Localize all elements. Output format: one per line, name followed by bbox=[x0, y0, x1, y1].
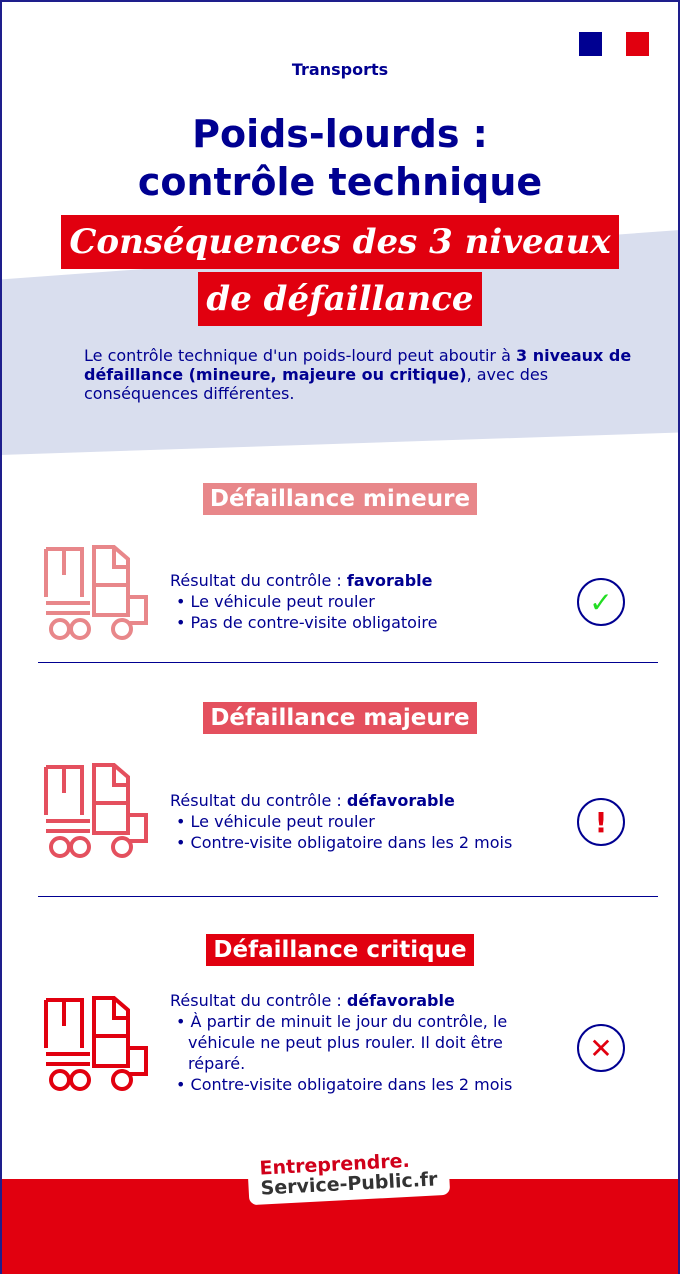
status-symbol: ! bbox=[594, 805, 608, 839]
page-title: Poids-lourds : contrôle technique bbox=[0, 110, 680, 206]
result-label: Résultat du contrôle : bbox=[170, 791, 347, 810]
result-block: Résultat du contrôle : défavorable À par… bbox=[170, 990, 560, 1095]
section-heading-text: Défaillance majeure bbox=[203, 702, 477, 734]
bullet-list: Le véhicule peut roulerContre-visite obl… bbox=[170, 811, 560, 853]
result-line: Résultat du contrôle : défavorable bbox=[170, 790, 560, 811]
result-value: défavorable bbox=[346, 991, 455, 1010]
section-divider bbox=[38, 662, 658, 663]
entreprendre-logo[interactable]: Entreprendre. Service-Public.fr bbox=[246, 1142, 451, 1206]
bullet-item: Le véhicule peut rouler bbox=[170, 591, 560, 612]
result-block: Résultat du contrôle : favorable Le véhi… bbox=[170, 570, 560, 633]
section-heading: Défaillance majeure bbox=[0, 702, 680, 734]
section-divider bbox=[38, 896, 658, 897]
check-icon: ✓ bbox=[577, 578, 625, 626]
truck-icon bbox=[44, 763, 148, 858]
highlight-line-1: Conséquences des 3 niveaux bbox=[0, 215, 680, 269]
section-heading-text: Défaillance mineure bbox=[202, 483, 478, 515]
intro-part1: Le contrôle technique d'un poids-lourd p… bbox=[84, 346, 516, 365]
result-label: Résultat du contrôle : bbox=[170, 571, 347, 590]
result-block: Résultat du contrôle : défavorable Le vé… bbox=[170, 790, 560, 853]
result-value: défavorable bbox=[346, 791, 455, 810]
status-symbol: ✓ bbox=[589, 585, 613, 619]
bullet-item: Pas de contre-visite obligatoire bbox=[170, 612, 560, 633]
highlight-text-1: Conséquences des 3 niveaux bbox=[61, 215, 619, 269]
highlight-line-2: de défaillance bbox=[0, 272, 680, 326]
cross-icon: ✕ bbox=[577, 1024, 625, 1072]
bullet-item: À partir de minuit le jour du contrôle, … bbox=[170, 1011, 560, 1074]
bullet-item: Contre-visite obligatoire dans les 2 moi… bbox=[170, 832, 560, 853]
highlight-text-2: de défaillance bbox=[198, 272, 482, 326]
bullet-item: Le véhicule peut rouler bbox=[170, 811, 560, 832]
result-line: Résultat du contrôle : favorable bbox=[170, 570, 560, 591]
bullet-item: Contre-visite obligatoire dans les 2 moi… bbox=[170, 1074, 560, 1095]
result-label: Résultat du contrôle : bbox=[170, 991, 347, 1010]
result-value: favorable bbox=[346, 571, 433, 590]
category-label: Transports bbox=[291, 60, 389, 79]
title-line-2: contrôle technique bbox=[137, 160, 543, 204]
bullet-list: À partir de minuit le jour du contrôle, … bbox=[170, 1011, 560, 1095]
status-symbol: ✕ bbox=[589, 1031, 613, 1065]
section-heading-text: Défaillance critique bbox=[206, 934, 474, 966]
result-line: Résultat du contrôle : défavorable bbox=[170, 990, 560, 1011]
intro-bold: 3 niveaux de défaillance (mineure, majeu… bbox=[84, 346, 632, 384]
section-heading: Défaillance mineure bbox=[0, 483, 680, 515]
intro-part2: , avec des conséquences différentes. bbox=[84, 365, 549, 403]
exclamation-icon: ! bbox=[577, 798, 625, 846]
republique-francaise-logo bbox=[579, 32, 649, 56]
intro-text: Le contrôle technique d'un poids-lourd p… bbox=[84, 346, 644, 403]
truck-icon bbox=[44, 545, 148, 640]
title-line-1: Poids-lourds : bbox=[192, 112, 488, 156]
section-heading: Défaillance critique bbox=[0, 934, 680, 966]
truck-icon bbox=[44, 996, 148, 1091]
bullet-list: Le véhicule peut roulerPas de contre-vis… bbox=[170, 591, 560, 633]
